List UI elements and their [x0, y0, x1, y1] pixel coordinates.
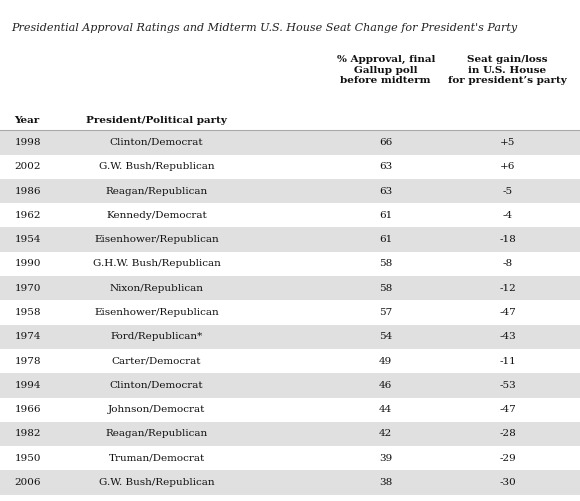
Text: % Approval, final
Gallup poll
before midterm: % Approval, final Gallup poll before mid…: [336, 55, 435, 85]
Text: Johnson/Democrat: Johnson/Democrat: [108, 405, 205, 414]
Text: 39: 39: [379, 454, 392, 463]
Text: 1950: 1950: [14, 454, 41, 463]
Bar: [0, 373, 580, 398]
Text: 2002: 2002: [14, 162, 41, 171]
Text: -4: -4: [502, 211, 513, 220]
Text: 61: 61: [379, 211, 392, 220]
Text: Kennedy/Democrat: Kennedy/Democrat: [106, 211, 207, 220]
Text: Carter/Democrat: Carter/Democrat: [112, 357, 201, 366]
Text: Clinton/Democrat: Clinton/Democrat: [110, 138, 204, 147]
Text: 63: 63: [379, 186, 392, 195]
Text: -12: -12: [499, 284, 516, 293]
Text: -47: -47: [499, 405, 516, 414]
Bar: [0, 179, 580, 203]
Text: 1998: 1998: [14, 138, 41, 147]
Bar: [0, 422, 580, 446]
Text: 46: 46: [379, 381, 392, 390]
Text: 54: 54: [379, 332, 392, 341]
Text: -30: -30: [499, 478, 516, 487]
Text: 42: 42: [379, 429, 392, 438]
Bar: [0, 470, 580, 495]
Text: Truman/Democrat: Truman/Democrat: [108, 454, 205, 463]
Text: 1974: 1974: [14, 332, 41, 341]
Text: -18: -18: [499, 235, 516, 244]
Text: 1994: 1994: [14, 381, 41, 390]
Text: -8: -8: [502, 260, 513, 269]
Text: 1966: 1966: [14, 405, 41, 414]
Text: -53: -53: [499, 381, 516, 390]
Text: 1982: 1982: [14, 429, 41, 438]
Text: Presidential Approval Ratings and Midterm U.S. House Seat Change for President's: Presidential Approval Ratings and Midter…: [12, 23, 518, 33]
Bar: [0, 227, 580, 252]
Text: 66: 66: [379, 138, 392, 147]
Text: 1958: 1958: [14, 308, 41, 317]
Text: -43: -43: [499, 332, 516, 341]
Text: G.W. Bush/Republican: G.W. Bush/Republican: [99, 162, 215, 171]
Text: 44: 44: [379, 405, 392, 414]
Text: 38: 38: [379, 478, 392, 487]
Text: 1962: 1962: [14, 211, 41, 220]
Text: Eisenhower/Republican: Eisenhower/Republican: [94, 308, 219, 317]
Text: 63: 63: [379, 162, 392, 171]
Text: Reagan/Republican: Reagan/Republican: [106, 186, 208, 195]
Text: Clinton/Democrat: Clinton/Democrat: [110, 381, 204, 390]
Text: -47: -47: [499, 308, 516, 317]
Text: 58: 58: [379, 284, 392, 293]
Text: +6: +6: [500, 162, 515, 171]
Text: G.W. Bush/Republican: G.W. Bush/Republican: [99, 478, 215, 487]
Bar: [0, 325, 580, 349]
Text: 1970: 1970: [14, 284, 41, 293]
Text: G.H.W. Bush/Republican: G.H.W. Bush/Republican: [93, 260, 220, 269]
Text: 57: 57: [379, 308, 392, 317]
Text: 1978: 1978: [14, 357, 41, 366]
Text: -29: -29: [499, 454, 516, 463]
Text: 1990: 1990: [14, 260, 41, 269]
Text: 1954: 1954: [14, 235, 41, 244]
Text: 61: 61: [379, 235, 392, 244]
Text: Nixon/Republican: Nixon/Republican: [110, 284, 204, 293]
Text: 58: 58: [379, 260, 392, 269]
Text: Ford/Republican*: Ford/Republican*: [110, 332, 203, 341]
Text: -28: -28: [499, 429, 516, 438]
Text: -11: -11: [499, 357, 516, 366]
Bar: [0, 276, 580, 301]
Text: +5: +5: [500, 138, 515, 147]
Bar: [0, 130, 580, 154]
Text: Year: Year: [14, 116, 40, 125]
Text: 2006: 2006: [14, 478, 41, 487]
Text: 1986: 1986: [14, 186, 41, 195]
Text: Reagan/Republican: Reagan/Republican: [106, 429, 208, 438]
Text: Seat gain/loss
in U.S. House
for president’s party: Seat gain/loss in U.S. House for preside…: [448, 55, 567, 85]
Text: President/Political party: President/Political party: [86, 116, 227, 125]
Text: Eisenhower/Republican: Eisenhower/Republican: [94, 235, 219, 244]
Text: 49: 49: [379, 357, 392, 366]
Text: -5: -5: [502, 186, 513, 195]
